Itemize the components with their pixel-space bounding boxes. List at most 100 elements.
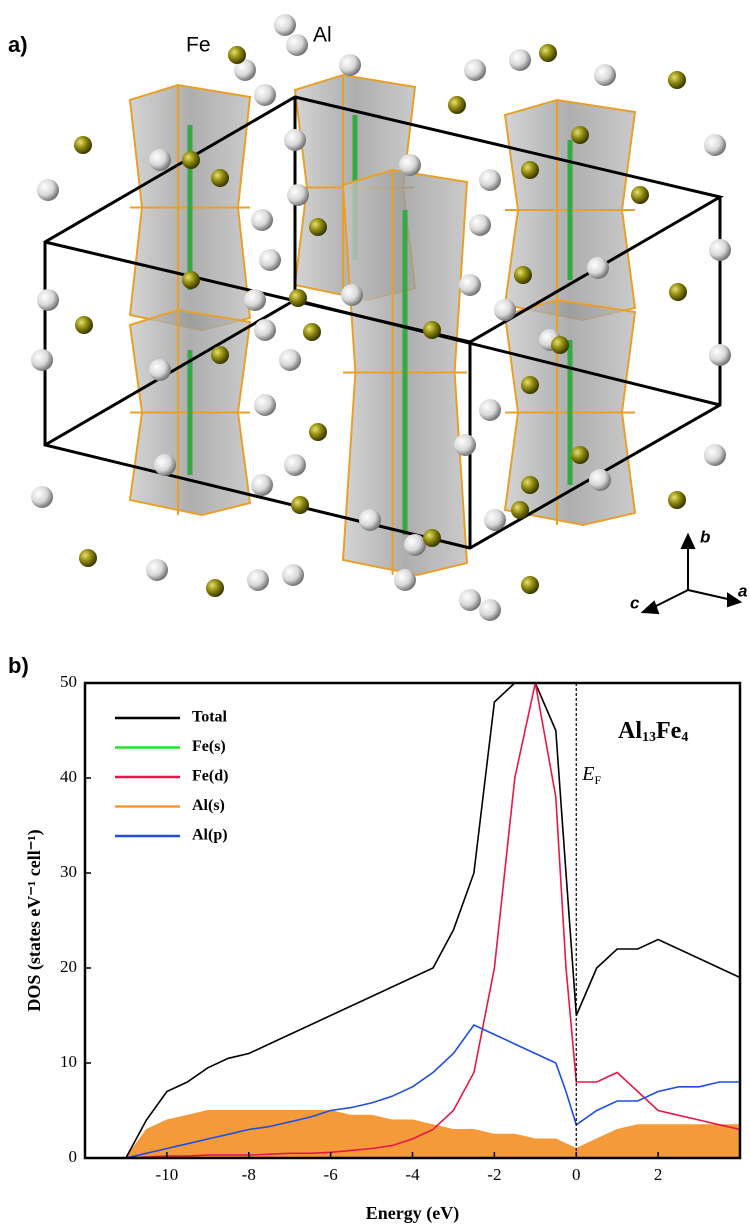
al-atom bbox=[254, 319, 276, 341]
al-atom bbox=[247, 569, 269, 591]
fe-atom bbox=[551, 336, 569, 354]
cell-edge bbox=[43, 95, 725, 550]
line bbox=[125, 1023, 740, 1158]
x-axis-title: Energy (eV) bbox=[366, 1203, 459, 1224]
fe-atom bbox=[79, 549, 97, 567]
al-atom bbox=[479, 599, 501, 621]
fe-atom bbox=[228, 46, 246, 64]
al-atom bbox=[709, 344, 731, 366]
legend-label: Fe(s) bbox=[192, 738, 226, 755]
fe-atom bbox=[289, 289, 307, 307]
arrowhead bbox=[640, 600, 660, 615]
legend-label: Al(p) bbox=[192, 827, 228, 844]
fe-atom bbox=[206, 579, 224, 597]
al-atom bbox=[259, 249, 281, 271]
fe-atom bbox=[448, 96, 466, 114]
axis-arrow bbox=[651, 589, 689, 609]
al-atom bbox=[339, 54, 361, 76]
axis-label: c bbox=[630, 593, 640, 612]
line bbox=[125, 683, 740, 1158]
al-atom bbox=[341, 284, 363, 306]
subscript: 4 bbox=[681, 730, 688, 745]
al-atom bbox=[479, 169, 501, 191]
al-atom bbox=[154, 454, 176, 476]
fe-atom bbox=[309, 423, 327, 441]
al-atom bbox=[399, 154, 421, 176]
al-atom bbox=[254, 84, 276, 106]
al-atom bbox=[494, 299, 516, 321]
fe-atom bbox=[74, 136, 92, 154]
al-atom bbox=[704, 134, 726, 156]
legend-label: Fe(d) bbox=[192, 768, 228, 785]
al-atom bbox=[394, 569, 416, 591]
fe-atom bbox=[75, 316, 93, 334]
fermi-symbol: E bbox=[581, 763, 594, 785]
al-atom bbox=[282, 564, 304, 586]
y-tick-label: 30 bbox=[60, 862, 77, 881]
element: Fe bbox=[656, 718, 682, 744]
al-atom bbox=[149, 359, 171, 381]
x-tick-label: 2 bbox=[654, 1165, 663, 1184]
chart: b) EF 0 10 20 30 40 50 -10 -8 -6 -4 -2 0 2 Energy (eV)… bbox=[8, 653, 742, 1224]
al-atom bbox=[254, 394, 276, 416]
al-atom bbox=[709, 239, 731, 261]
al-atom bbox=[359, 509, 381, 531]
fe-atom bbox=[303, 323, 321, 341]
fe-atom bbox=[668, 71, 686, 89]
al-atom bbox=[287, 184, 309, 206]
al-atom bbox=[479, 399, 501, 421]
fe-atom bbox=[211, 169, 229, 187]
al-atom bbox=[244, 289, 266, 311]
x-tick-label: -8 bbox=[242, 1165, 256, 1184]
arrowhead bbox=[680, 532, 696, 549]
atoms bbox=[31, 14, 731, 621]
al-atom bbox=[37, 289, 59, 311]
fermi-label: EF bbox=[581, 763, 601, 787]
fe-atom bbox=[182, 151, 200, 169]
fe-atom bbox=[182, 271, 200, 289]
plot-area bbox=[125, 683, 740, 1158]
panel-label: a) bbox=[8, 32, 28, 57]
al-atom bbox=[279, 349, 301, 371]
element: Al bbox=[618, 718, 642, 744]
al-atom bbox=[31, 486, 53, 508]
al-atom bbox=[589, 469, 611, 491]
fe-atom bbox=[631, 186, 649, 204]
line bbox=[125, 683, 740, 1158]
y-tick-label: 10 bbox=[60, 1052, 77, 1071]
x-tick-label: -4 bbox=[405, 1165, 420, 1184]
al-atom bbox=[484, 509, 506, 531]
fe-atom bbox=[571, 126, 589, 144]
fermi-subscript: F bbox=[594, 773, 601, 787]
fe-atom bbox=[539, 44, 557, 62]
x-tick-label: -2 bbox=[487, 1165, 501, 1184]
al-atom bbox=[454, 434, 476, 456]
al-atom bbox=[284, 454, 306, 476]
al-atom bbox=[251, 474, 273, 496]
al-atom bbox=[594, 64, 616, 86]
fe-atom bbox=[521, 376, 539, 394]
structure-panel: a) Fe Al b c a bbox=[8, 14, 747, 621]
y-tick-label: 40 bbox=[60, 767, 77, 786]
fe-atom bbox=[211, 346, 229, 364]
al-atom bbox=[274, 14, 296, 36]
fe-atom bbox=[309, 218, 327, 236]
element-label: Al bbox=[313, 24, 332, 47]
fe-atom bbox=[521, 161, 539, 179]
panel-label: b) bbox=[8, 653, 29, 678]
al-atom bbox=[234, 59, 256, 81]
y-tick-label: 20 bbox=[60, 957, 77, 976]
element-label: Fe bbox=[186, 34, 211, 57]
fe-atom bbox=[669, 283, 687, 301]
x-tick-label: -6 bbox=[324, 1165, 338, 1184]
fe-atom bbox=[521, 576, 539, 594]
al-atom bbox=[459, 589, 481, 611]
al-atom bbox=[251, 209, 273, 231]
axis-label: b bbox=[700, 527, 710, 546]
fe-atom bbox=[521, 476, 539, 494]
al-atom bbox=[31, 349, 53, 371]
fe-atom bbox=[571, 446, 589, 464]
al-atom bbox=[149, 149, 171, 171]
al-atom bbox=[587, 257, 609, 279]
